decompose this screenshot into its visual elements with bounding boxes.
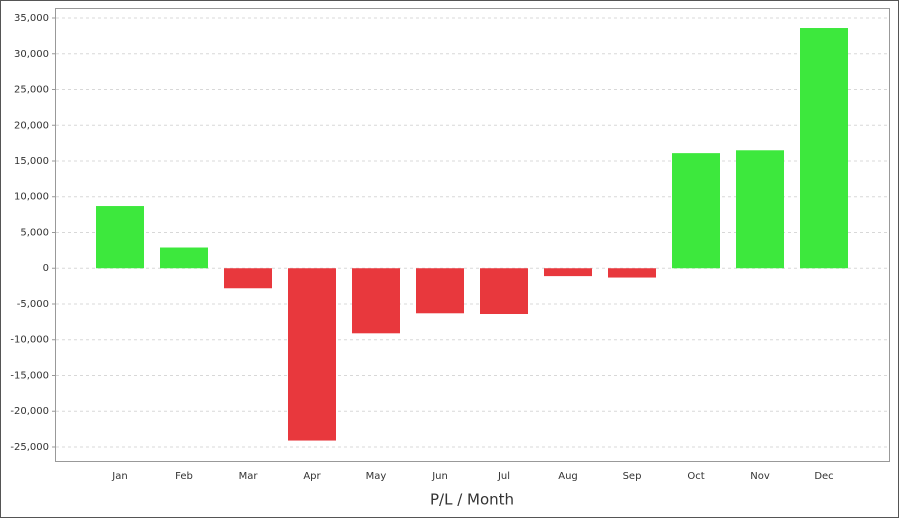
y-tick-label: -5,000	[17, 299, 49, 310]
x-tick-label: May	[366, 471, 387, 482]
y-tick-label: 30,000	[14, 49, 49, 60]
bar	[160, 247, 208, 269]
bar	[736, 150, 784, 269]
bar	[96, 206, 144, 269]
y-tick-label: -10,000	[10, 335, 49, 346]
bar	[544, 268, 592, 277]
y-tick-label: 0	[43, 263, 49, 274]
x-tick-label: Jan	[111, 471, 127, 482]
x-axis-title: P/L / Month	[430, 491, 514, 509]
x-tick-label: Nov	[750, 471, 770, 482]
y-tick-label: -15,000	[10, 370, 49, 381]
x-tick-label: Jun	[431, 471, 448, 482]
y-tick-label: 35,000	[14, 13, 49, 24]
x-tick-label: Apr	[303, 471, 321, 482]
y-tick-label: 20,000	[14, 120, 49, 131]
bar	[224, 268, 272, 289]
bar	[416, 268, 464, 314]
bar	[480, 268, 528, 315]
x-tick-label: Sep	[623, 471, 642, 482]
y-tick-label: 25,000	[14, 85, 49, 96]
x-tick-label: Jul	[497, 471, 510, 482]
y-tick-label: -25,000	[10, 442, 49, 453]
x-tick-label: Mar	[239, 471, 259, 482]
x-tick-label: Dec	[814, 471, 833, 482]
bar	[608, 268, 656, 278]
bar	[288, 268, 336, 441]
y-tick-label: -20,000	[10, 406, 49, 417]
y-tick-label: 15,000	[14, 156, 49, 167]
x-tick-label: Aug	[558, 471, 578, 482]
y-tick-label: 5,000	[20, 227, 49, 238]
x-tick-label: Oct	[687, 471, 704, 482]
bar	[672, 153, 720, 269]
x-tick-label: Feb	[175, 471, 193, 482]
bar	[800, 28, 848, 269]
bar	[352, 268, 400, 334]
y-tick-label: 10,000	[14, 192, 49, 203]
